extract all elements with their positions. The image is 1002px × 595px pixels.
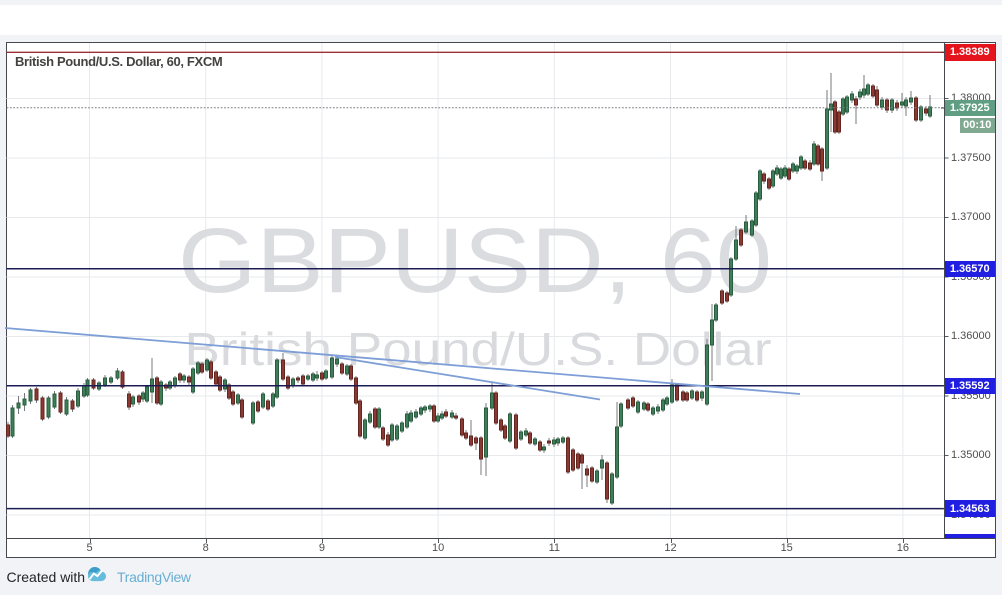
svg-text:GBPUSD, 60: GBPUSD, 60 xyxy=(178,210,772,312)
